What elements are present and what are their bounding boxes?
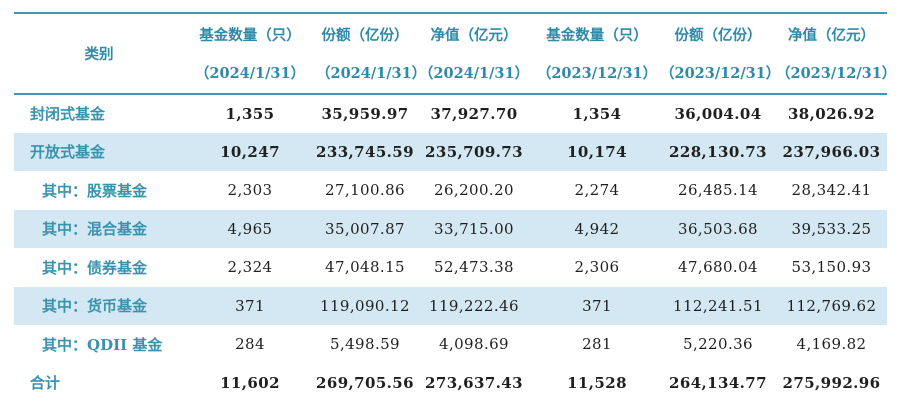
value-cell: 371 (235, 296, 265, 315)
table-row: 开放式基金 10,247 233,745.59 235,709.73 10,174 228… (14, 132, 887, 171)
value-cell: 35,959.97 (321, 104, 409, 123)
value-cell: 273,637.43 (425, 373, 523, 392)
value-cell: 39,533.25 (791, 219, 872, 238)
value-cell: 264,134.77 (669, 373, 767, 392)
header-date: （2023/12/31） (660, 65, 781, 82)
value-cell: 112,241.51 (673, 296, 763, 315)
header-fund-count-2023: 基金数量（只） （2023/12/31） (534, 13, 660, 94)
header-nav-2023: 净值（亿元） （2023/12/31） (776, 13, 897, 94)
value-cell: 4,169.82 (796, 335, 867, 354)
value-cell: 37,927.70 (430, 104, 518, 123)
value-cell: 233,745.59 (316, 142, 414, 161)
value-cell: 26,200.20 (434, 181, 514, 200)
category-cell: 开放式基金 (30, 143, 106, 162)
header-label: 净值（亿元） (788, 27, 875, 44)
table-row: 其中：混合基金 4,965 35,007.87 33,715.00 4,942 36,50… (14, 209, 887, 248)
fund-statistics-table: 类别 基金数量（只） （2024/1/31） 份额（亿份） （2024/1/31… (14, 12, 897, 401)
category-cell: 合计 (30, 374, 61, 393)
value-cell: 11,528 (567, 373, 627, 392)
value-cell: 4,965 (227, 219, 273, 238)
value-cell: 36,503.68 (678, 219, 758, 238)
value-cell: 284 (235, 335, 265, 354)
value-cell: 53,150.93 (791, 258, 872, 277)
value-cell: 112,769.62 (786, 296, 877, 315)
value-cell: 5,498.59 (330, 335, 400, 354)
value-cell: 28,342.41 (791, 181, 872, 200)
value-cell: 5,220.36 (683, 335, 753, 354)
category-cell: 其中：混合基金 (42, 220, 148, 239)
category-cell: 其中：债券基金 (42, 258, 148, 277)
header-date: （2024/1/31） (418, 65, 530, 82)
value-cell: 228,130.73 (669, 142, 767, 161)
value-cell: 4,098.69 (439, 335, 509, 354)
category-cell: 其中：QDII 基金 (42, 335, 163, 354)
value-cell: 4,942 (574, 219, 620, 238)
header-label: 净值（亿元） (430, 27, 518, 44)
value-cell: 1,355 (225, 104, 275, 123)
value-cell: 237,966.03 (782, 142, 881, 161)
header-date: （2023/12/31） (536, 65, 658, 82)
value-cell: 33,715.00 (434, 219, 514, 238)
category-cell: 其中：股票基金 (42, 181, 148, 200)
value-cell: 47,048.15 (325, 258, 405, 277)
value-cell: 1,354 (572, 104, 622, 123)
table-row: 其中：债券基金 2,324 47,048.15 52,473.38 2,306 47,68… (14, 248, 887, 287)
value-cell: 38,026.92 (787, 104, 876, 123)
table-header: 类别 基金数量（只） （2024/1/31） 份额（亿份） （2024/1/31… (14, 13, 897, 94)
table-row: 合计 11,602 269,705.56 273,637.43 11,528 264,13… (14, 364, 887, 401)
header-category-label: 类别 (84, 46, 114, 63)
value-cell: 2,306 (574, 258, 620, 277)
table-row: 其中：QDII 基金 284 5,498.59 4,098.69 281 5,220.36… (14, 325, 887, 364)
header-shares-2023: 份额（亿份） （2023/12/31） (660, 13, 781, 94)
value-cell: 11,602 (220, 373, 280, 392)
value-cell: 2,324 (227, 258, 273, 277)
table-row: 封闭式基金 1,355 35,959.97 37,927.70 1,354 36,004.… (14, 94, 887, 133)
value-cell: 2,303 (227, 181, 273, 200)
header-date: （2024/1/31） (194, 65, 306, 82)
header-nav-2024: 净值（亿元） （2024/1/31） (414, 13, 534, 94)
value-cell: 371 (582, 296, 612, 315)
value-cell: 281 (582, 335, 612, 354)
value-cell: 119,090.12 (320, 296, 410, 315)
value-cell: 35,007.87 (325, 219, 405, 238)
value-cell: 269,705.56 (316, 373, 414, 392)
value-cell: 47,680.04 (678, 258, 758, 277)
table-row: 其中：股票基金 2,303 27,100.86 26,200.20 2,274 26,48… (14, 171, 887, 210)
value-cell: 26,485.14 (678, 181, 758, 200)
header-date: （2023/12/31） (776, 65, 897, 82)
value-cell: 10,247 (220, 142, 280, 161)
header-fund-count-2024: 基金数量（只） （2024/1/31） (184, 13, 316, 94)
header-row: 类别 基金数量（只） （2024/1/31） 份额（亿份） （2024/1/31… (14, 13, 897, 94)
value-cell: 2,274 (574, 181, 620, 200)
header-category: 类别 (14, 13, 184, 94)
table-body: 封闭式基金 1,355 35,959.97 37,927.70 1,354 36,004.… (14, 94, 887, 401)
value-cell: 52,473.38 (434, 258, 514, 277)
value-cell: 235,709.73 (425, 142, 523, 161)
header-label: 份额（亿份） (321, 27, 409, 44)
value-cell: 27,100.86 (325, 181, 405, 200)
header-label: 基金数量（只） (546, 27, 648, 44)
header-date: （2024/1/31） (316, 65, 427, 82)
category-cell: 封闭式基金 (30, 105, 106, 124)
value-cell: 10,174 (567, 142, 627, 161)
header-shares-2024: 份额（亿份） （2024/1/31） (316, 13, 427, 94)
value-cell: 36,004.04 (674, 104, 762, 123)
header-label: 基金数量（只） (199, 27, 301, 44)
category-cell: 其中：货币基金 (42, 297, 148, 316)
header-label: 份额（亿份） (674, 27, 762, 44)
value-cell: 275,992.96 (782, 373, 881, 392)
table-row: 其中：货币基金 371 119,090.12 119,222.46 371 112,241… (14, 286, 887, 325)
value-cell: 119,222.46 (429, 296, 519, 315)
